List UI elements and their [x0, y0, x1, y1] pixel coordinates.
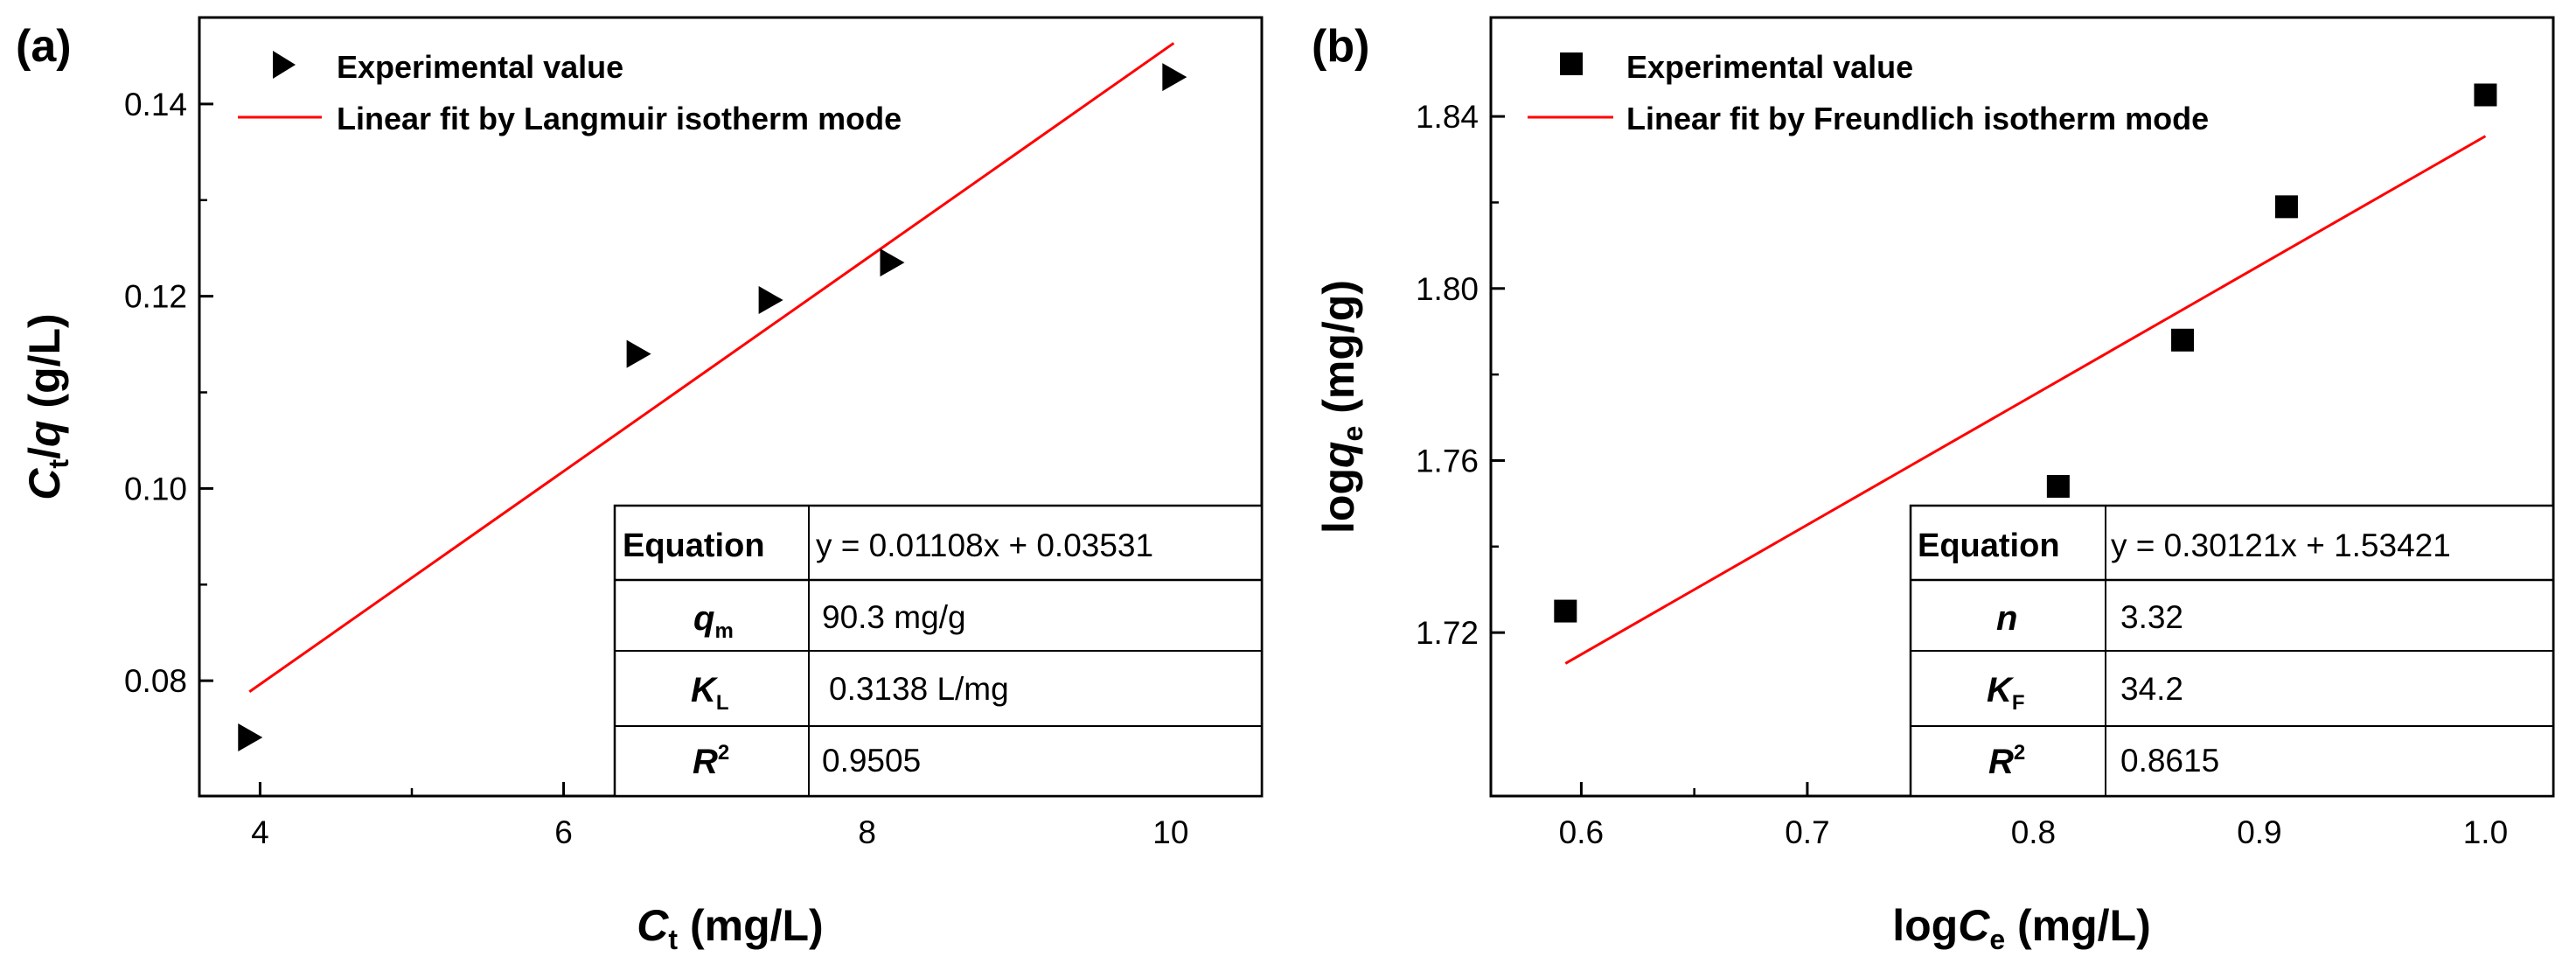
fit-line	[248, 42, 1175, 693]
y-axis-label: Ct/q (g/L)	[20, 313, 74, 499]
x-tick-label: 8	[858, 814, 876, 850]
legend-marker-square	[1560, 52, 1583, 75]
x-axis-label: Ct (mg/L)	[637, 901, 823, 955]
fit-table: Equation y = 0.01108x + 0.03531 qm 90.3 …	[613, 504, 1264, 798]
plot-content	[238, 42, 1187, 751]
fit-line	[1564, 135, 2487, 665]
param-symbol-n: n	[1996, 599, 2017, 638]
param-value-r2: 0.8615	[2120, 743, 2219, 779]
panel-a: (a) 4 6 8 10 0.08 0.10 0.12 0.14 Ct/q (g/L) Ct …	[16, 16, 1264, 955]
y-tick-label: 0.14	[124, 87, 187, 122]
param-symbol-kl: KL	[691, 671, 729, 715]
param-symbol-qm: qm	[693, 599, 734, 643]
y-tick-label: 0.10	[124, 471, 187, 506]
fit-table: Equation y = 0.30121x + 1.53421 n 3.32 K…	[1909, 504, 2555, 798]
panel-b: (b) 0.6 0.7 0.8 0.9 1.0 1.72 1.76 1.80 1.84 logq…	[1312, 16, 2555, 955]
y-tick-label: 1.76	[1416, 443, 1479, 479]
x-tick-label: 0.6	[1559, 814, 1604, 850]
data-point	[1554, 599, 1577, 623]
x-axis-label: logCe (mg/L)	[1892, 901, 2151, 955]
table-equation-header: Equation	[623, 527, 765, 564]
param-symbol-kf: KF	[1987, 671, 2025, 715]
table-equation-header: Equation	[1918, 527, 2060, 564]
data-point	[2274, 195, 2298, 219]
x-tick-label: 0.7	[1785, 814, 1829, 850]
param-value-kf: 34.2	[2120, 671, 2183, 707]
panel-label: (b)	[1312, 21, 1369, 72]
x-tick-label: 1.0	[2463, 814, 2508, 850]
legend-label-experimental: Experimental value	[337, 49, 623, 85]
y-tick-label: 1.72	[1416, 615, 1479, 651]
data-point	[238, 723, 263, 751]
y-tick-label: 1.80	[1416, 271, 1479, 307]
legend: Experimental value Linear fit by Freundl…	[1528, 49, 2209, 136]
tick-labels: 0.6 0.7 0.8 0.9 1.0 1.72 1.76 1.80 1.84	[1416, 99, 2508, 850]
param-value-kl: 0.3138 L/mg	[829, 671, 1009, 707]
param-symbol-r2: R2	[693, 741, 729, 781]
legend-label-fit: Linear fit by Langmuir isotherm mode	[337, 101, 902, 136]
plot-content	[1554, 83, 2497, 665]
data-point	[2046, 474, 2070, 498]
data-point	[626, 339, 651, 368]
data-point	[2474, 83, 2497, 107]
x-tick-label: 0.8	[2011, 814, 2056, 850]
param-value-r2: 0.9505	[822, 743, 921, 779]
data-point	[758, 286, 783, 315]
legend-marker-triangle	[273, 51, 296, 79]
table-equation-value: y = 0.01108x + 0.03531	[816, 527, 1153, 563]
legend-label-experimental: Experimental value	[1626, 49, 1913, 85]
param-value-n: 3.32	[2120, 599, 2183, 635]
legend-label-fit: Linear fit by Freundlich isotherm mode	[1626, 101, 2209, 136]
y-axis-label: logqe (mg/g)	[1314, 280, 1368, 534]
x-tick-label: 0.9	[2237, 814, 2281, 850]
y-tick-label: 0.12	[124, 279, 187, 315]
y-tick-label: 0.08	[124, 663, 187, 699]
data-point	[1162, 63, 1187, 92]
x-tick-label: 4	[251, 814, 269, 850]
param-value-qm: 90.3 mg/g	[822, 599, 966, 635]
data-point	[880, 248, 905, 277]
legend: Experimental value Linear fit by Langmui…	[238, 49, 902, 136]
x-tick-label: 10	[1152, 814, 1188, 850]
x-tick-label: 6	[554, 814, 573, 850]
y-tick-label: 1.84	[1416, 99, 1479, 135]
panel-label: (a)	[16, 21, 72, 72]
param-symbol-r2: R2	[1988, 741, 2025, 781]
data-point	[2171, 328, 2195, 352]
table-equation-value: y = 0.30121x + 1.53421	[2111, 527, 2451, 563]
tick-labels: 4 6 8 10 0.08 0.10 0.12 0.14	[124, 87, 1188, 850]
